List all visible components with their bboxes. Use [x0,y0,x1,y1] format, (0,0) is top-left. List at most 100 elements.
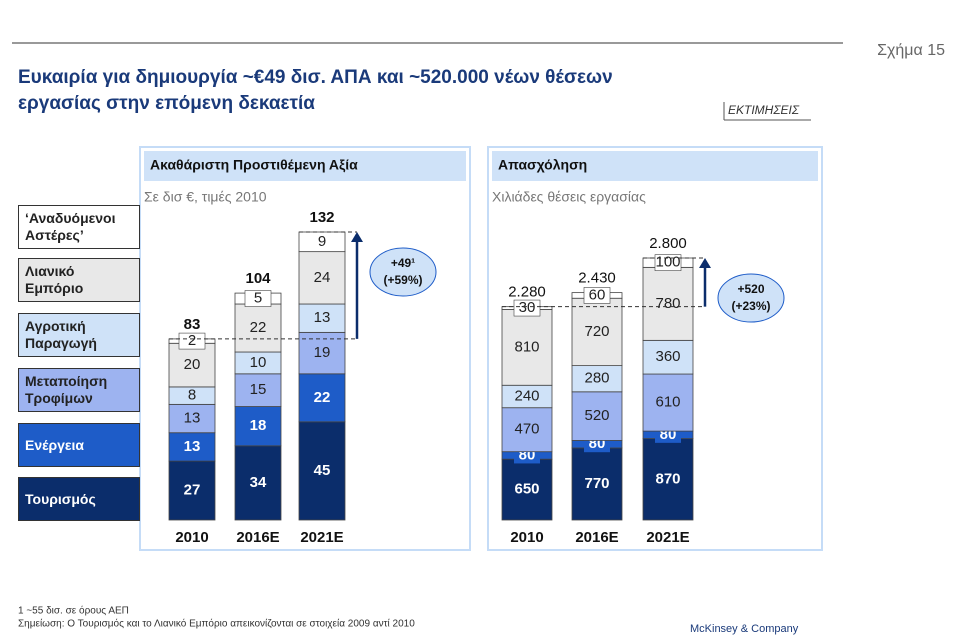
segment-label: 45 [314,462,331,479]
total-label: 104 [245,270,271,287]
x-tick-label: 2016E [236,529,279,546]
legend-entry: ‘Αναδυόμενοι Αστέρες’ [18,205,140,249]
segment-label: 2 [188,332,196,349]
x-tick-label: 2010 [510,529,543,546]
segment-label: 19 [314,344,331,361]
bar-segment [234,445,282,521]
segment-label: 13 [314,309,331,326]
segment-label: 20 [184,356,201,373]
segment-label: 780 [655,295,680,312]
legend-entry: Λιανικό Εμπόριο [18,258,140,302]
segment-label: 13 [184,438,201,455]
segment-label: 810 [514,338,539,355]
annotation: (+23%) [731,299,770,313]
segment-label: 30 [519,299,536,316]
segment-label: 280 [584,370,609,387]
panel-subtitle: Σε δισ €, τιμές 2010 [144,189,267,205]
bar-segment [168,432,216,462]
segment-label: 770 [584,475,609,492]
segment-label: 360 [655,348,680,365]
arrow-head [699,258,711,268]
x-tick-label: 2021E [646,529,689,546]
title: Ευκαιρία για δημιουργία ~€49 δισ. ΑΠΑ κα… [18,67,613,88]
segment-label: 60 [589,286,606,303]
annotation-bubble [369,247,437,297]
bar-segment [571,297,623,367]
x-tick-label: 2016E [575,529,618,546]
bar-segment [298,251,346,305]
segment-label: 610 [655,394,680,411]
panel-header [144,151,466,181]
segment-label: 22 [250,319,267,336]
title: εργασίας στην επόμενη δεκαετία [18,93,315,114]
bar-segment [642,266,694,341]
segment-label: 650 [514,481,539,498]
bar-segment [642,339,694,375]
bar-segment [501,458,553,521]
segment-label: 34 [250,474,267,491]
segment-label: 470 [514,421,539,438]
bar-segment [234,406,282,447]
total-label: 2.280 [508,284,546,301]
panel [139,146,471,551]
bar-segment [298,373,346,423]
panel-subtitle: Χιλιάδες θέσεις εργασίας [492,189,646,205]
segment-label: 22 [314,389,331,406]
x-tick-label: 2021E [300,529,343,546]
segment-label: 240 [514,387,539,404]
label-box [244,290,272,307]
bar-segment [501,309,553,386]
total-label: 2.800 [649,235,687,252]
legend-entry: Τουρισμός [18,477,140,521]
total-label: 132 [309,209,334,226]
bar-segment [298,421,346,521]
bar-segment [234,303,282,353]
panel-header [492,151,818,181]
footnote: Σημείωση: Ο Τουρισμός και το Λιανικό Εμπ… [18,618,415,630]
legend-entry: Αγροτική Παραγωγή [18,313,140,357]
bar-segment [642,373,694,432]
segment-label: 9 [318,233,326,250]
segment-label: 5 [254,290,262,307]
bar-segment [168,403,216,434]
segment-label: 720 [584,323,609,340]
label-box [513,299,541,317]
annotation-bubble [717,273,785,323]
segment-label: 15 [250,381,267,398]
segment-label: 520 [584,407,609,424]
segment-label: 24 [314,269,331,286]
tag: ΕΚΤΙΜΗΣΕΙΣ [728,103,800,117]
bar-segment [501,407,553,453]
bar-segment [571,365,623,393]
footnote: 1 ~55 δισ. σε όρους ΑΕΠ [18,605,129,617]
annotation: +520 [737,282,764,296]
x-tick-label: 2010 [175,529,208,546]
label-box [654,254,682,271]
bar-segment [571,391,623,441]
brand: McKinsey & Company [690,623,799,635]
figure-label: Σχήμα 15 [877,42,945,59]
total-label: 2.430 [578,270,616,287]
bar-segment [571,447,623,521]
bar-segment [168,342,216,388]
label-box [583,287,611,304]
label-box [178,332,206,350]
bar-segment [298,303,346,333]
arrow-head [351,232,363,242]
legend-entry: Ενέργεια [18,423,140,467]
segment-label: 27 [184,482,201,499]
panel-title: Απασχόληση [498,157,587,173]
segment-label: 13 [184,410,201,427]
segment-label: 10 [250,354,267,371]
segment-label: 100 [655,254,680,271]
total-label: 83 [184,316,201,333]
annotation: +49¹ [391,256,415,270]
segment-label: 870 [655,470,680,487]
panel [487,146,823,551]
segment-label: 18 [250,417,267,434]
annotation: (+59%) [383,273,422,287]
panel-title: Ακαθάριστη Προστιθέμενη Αξία [150,157,358,173]
legend-entry: Μεταποίηση Τροφίμων [18,368,140,412]
